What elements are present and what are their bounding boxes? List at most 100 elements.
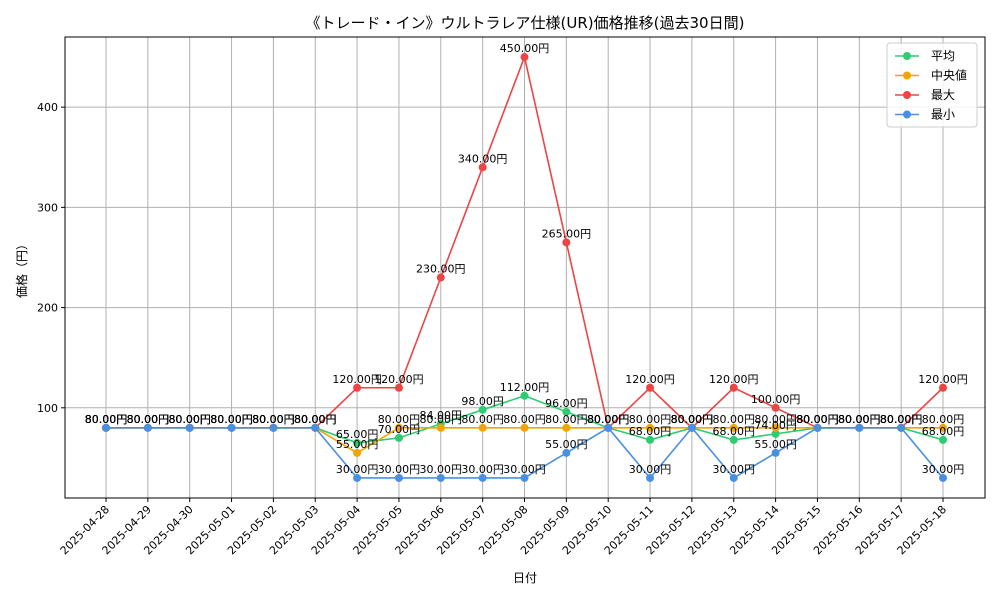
data-label: 340.00円: [458, 152, 508, 165]
data-label: 80.00円: [252, 413, 295, 426]
series-lines: [102, 53, 947, 482]
data-label: 80.00円: [671, 413, 714, 426]
data-label: 80.00円: [127, 413, 170, 426]
data-label: 80.00円: [796, 413, 839, 426]
data-point: [394, 383, 403, 392]
data-label: 80.00円: [796, 413, 839, 426]
data-label: 80.00円: [922, 413, 965, 426]
data-point: [520, 423, 529, 432]
data-label: 55.00円: [336, 438, 379, 451]
data-label: 74.00円: [754, 419, 797, 432]
data-point: [102, 423, 110, 432]
data-label: 80.00円: [587, 413, 630, 426]
data-label: 265.00円: [542, 227, 592, 240]
data-label: 80.00円: [587, 413, 630, 426]
data-label: 68.00円: [713, 425, 756, 438]
data-label: 80.00円: [838, 413, 881, 426]
data-label: 80.00円: [713, 413, 756, 426]
data-label: 70.00円: [378, 423, 421, 436]
legend-marker: [903, 71, 911, 80]
data-label: 230.00円: [416, 263, 466, 276]
data-point: [436, 273, 445, 282]
series-4: [102, 423, 947, 482]
data-label: 80.00円: [420, 413, 463, 426]
legend-box: [886, 42, 978, 128]
data-point: [813, 423, 822, 432]
data-label: 80.00円: [168, 413, 211, 426]
data-label: 55.00円: [754, 438, 797, 451]
data-point: [562, 448, 571, 457]
data-point: [897, 423, 906, 432]
legend-label: 平均: [931, 49, 955, 63]
data-point: [562, 423, 571, 432]
data-point: [311, 423, 320, 432]
data-label: 80.00円: [587, 413, 630, 426]
data-label: 80.00円: [85, 413, 128, 426]
y-axis-title: 価格（円）: [14, 238, 29, 298]
data-label: 68.00円: [922, 425, 965, 438]
chart-title: 《トレード・イン》ウルトラレア仕様(UR)価格推移(過去30日間): [306, 14, 745, 32]
data-point: [604, 423, 613, 432]
data-label: 450.00円: [500, 42, 550, 55]
data-label: 30.00円: [922, 463, 965, 476]
data-point: [771, 403, 780, 412]
data-label: 80.00円: [85, 413, 128, 426]
data-label: 80.00円: [796, 413, 839, 426]
data-label: 80.00円: [671, 413, 714, 426]
data-point: [646, 423, 655, 432]
y-tick-label: 300: [37, 201, 58, 214]
data-label: 80.00円: [127, 413, 170, 426]
data-label: 80.00円: [545, 413, 588, 426]
data-label: 84.00円: [420, 409, 463, 422]
data-label: 80.00円: [127, 413, 170, 426]
data-point: [185, 423, 194, 432]
data-label: 80.00円: [671, 413, 714, 426]
data-label: 80.00円: [671, 413, 714, 426]
data-label: 80.00円: [210, 413, 253, 426]
data-point: [520, 53, 529, 62]
data-label: 30.00円: [461, 463, 504, 476]
data-label: 96.00円: [545, 397, 588, 410]
data-label: 65.00円: [336, 428, 379, 441]
data-point: [520, 391, 529, 400]
data-label: 55.00円: [545, 438, 588, 451]
data-label: 80.00円: [252, 413, 295, 426]
data-point: [729, 473, 738, 482]
data-point: [939, 473, 947, 482]
data-label: 100.00円: [751, 393, 801, 406]
data-point: [729, 435, 738, 444]
data-label: 80.00円: [210, 413, 253, 426]
data-label: 80.00円: [210, 413, 253, 426]
legend-marker: [903, 52, 911, 60]
data-label: 30.00円: [629, 463, 672, 476]
data-label: 80.00円: [754, 413, 797, 426]
data-point: [771, 423, 780, 432]
data-label: 30.00円: [420, 463, 463, 476]
data-label: 80.00円: [587, 413, 630, 426]
data-point: [353, 448, 362, 457]
data-point: [729, 423, 738, 432]
data-point: [478, 473, 487, 482]
data-point: [771, 429, 780, 438]
x-axis-title: 日付: [513, 571, 537, 585]
data-point: [353, 473, 362, 482]
data-label: 120.00円: [332, 373, 382, 386]
data-label: 120.00円: [918, 373, 968, 386]
data-label: 68.00円: [629, 425, 672, 438]
data-point: [562, 407, 571, 416]
data-label: 80.00円: [294, 413, 337, 426]
data-point: [227, 423, 236, 432]
data-label: 98.00円: [461, 395, 504, 408]
y-tick-label: 200: [37, 302, 58, 315]
data-point: [478, 163, 487, 172]
data-label: 80.00円: [252, 413, 295, 426]
data-label: 80.00円: [503, 413, 546, 426]
data-label: 30.00円: [336, 463, 379, 476]
data-label: 80.00円: [796, 413, 839, 426]
data-label: 80.00円: [838, 413, 881, 426]
data-label: 80.00円: [210, 413, 253, 426]
data-label: 80.00円: [168, 413, 211, 426]
grid: [65, 37, 985, 498]
legend-marker: [903, 91, 911, 99]
